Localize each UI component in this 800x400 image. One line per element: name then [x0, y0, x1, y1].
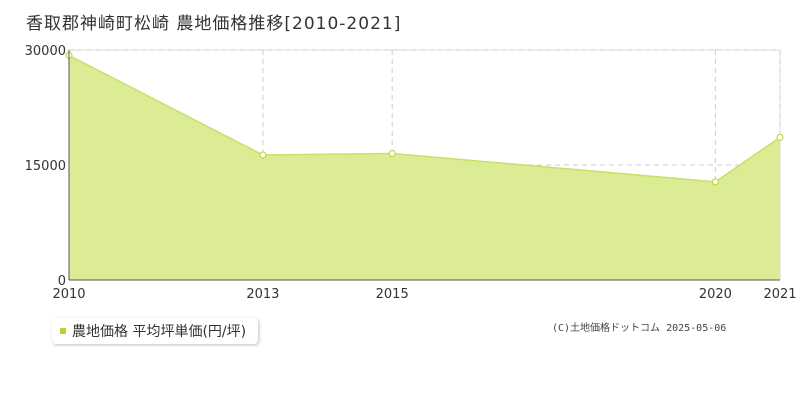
data-point: [388, 150, 396, 157]
x-tick-label: 2013: [246, 287, 279, 302]
data-point: [259, 151, 267, 159]
x-tick-label: 2021: [763, 287, 796, 302]
legend-label: 農地価格 平均坪単価(円/坪): [72, 324, 247, 340]
data-point: [776, 133, 784, 141]
y-tick-label: 30000: [25, 44, 66, 59]
x-tick-label: 2010: [52, 287, 85, 302]
y-tick-label: 15000: [25, 159, 66, 174]
series-area: [69, 55, 780, 280]
legend: 農地価格 平均坪単価(円/坪): [52, 318, 259, 344]
chart-title: 香取郡神崎町松崎 農地価格推移[2010-2021]: [26, 14, 402, 34]
copyright-text: (C)土地価格ドットコム 2025-05-06: [552, 323, 727, 334]
data-point: [711, 178, 719, 186]
x-tick-label: 2020: [699, 287, 732, 302]
legend-marker: [60, 328, 66, 334]
x-tick-label: 2015: [376, 287, 409, 302]
y-tick-label: 0: [58, 274, 66, 289]
